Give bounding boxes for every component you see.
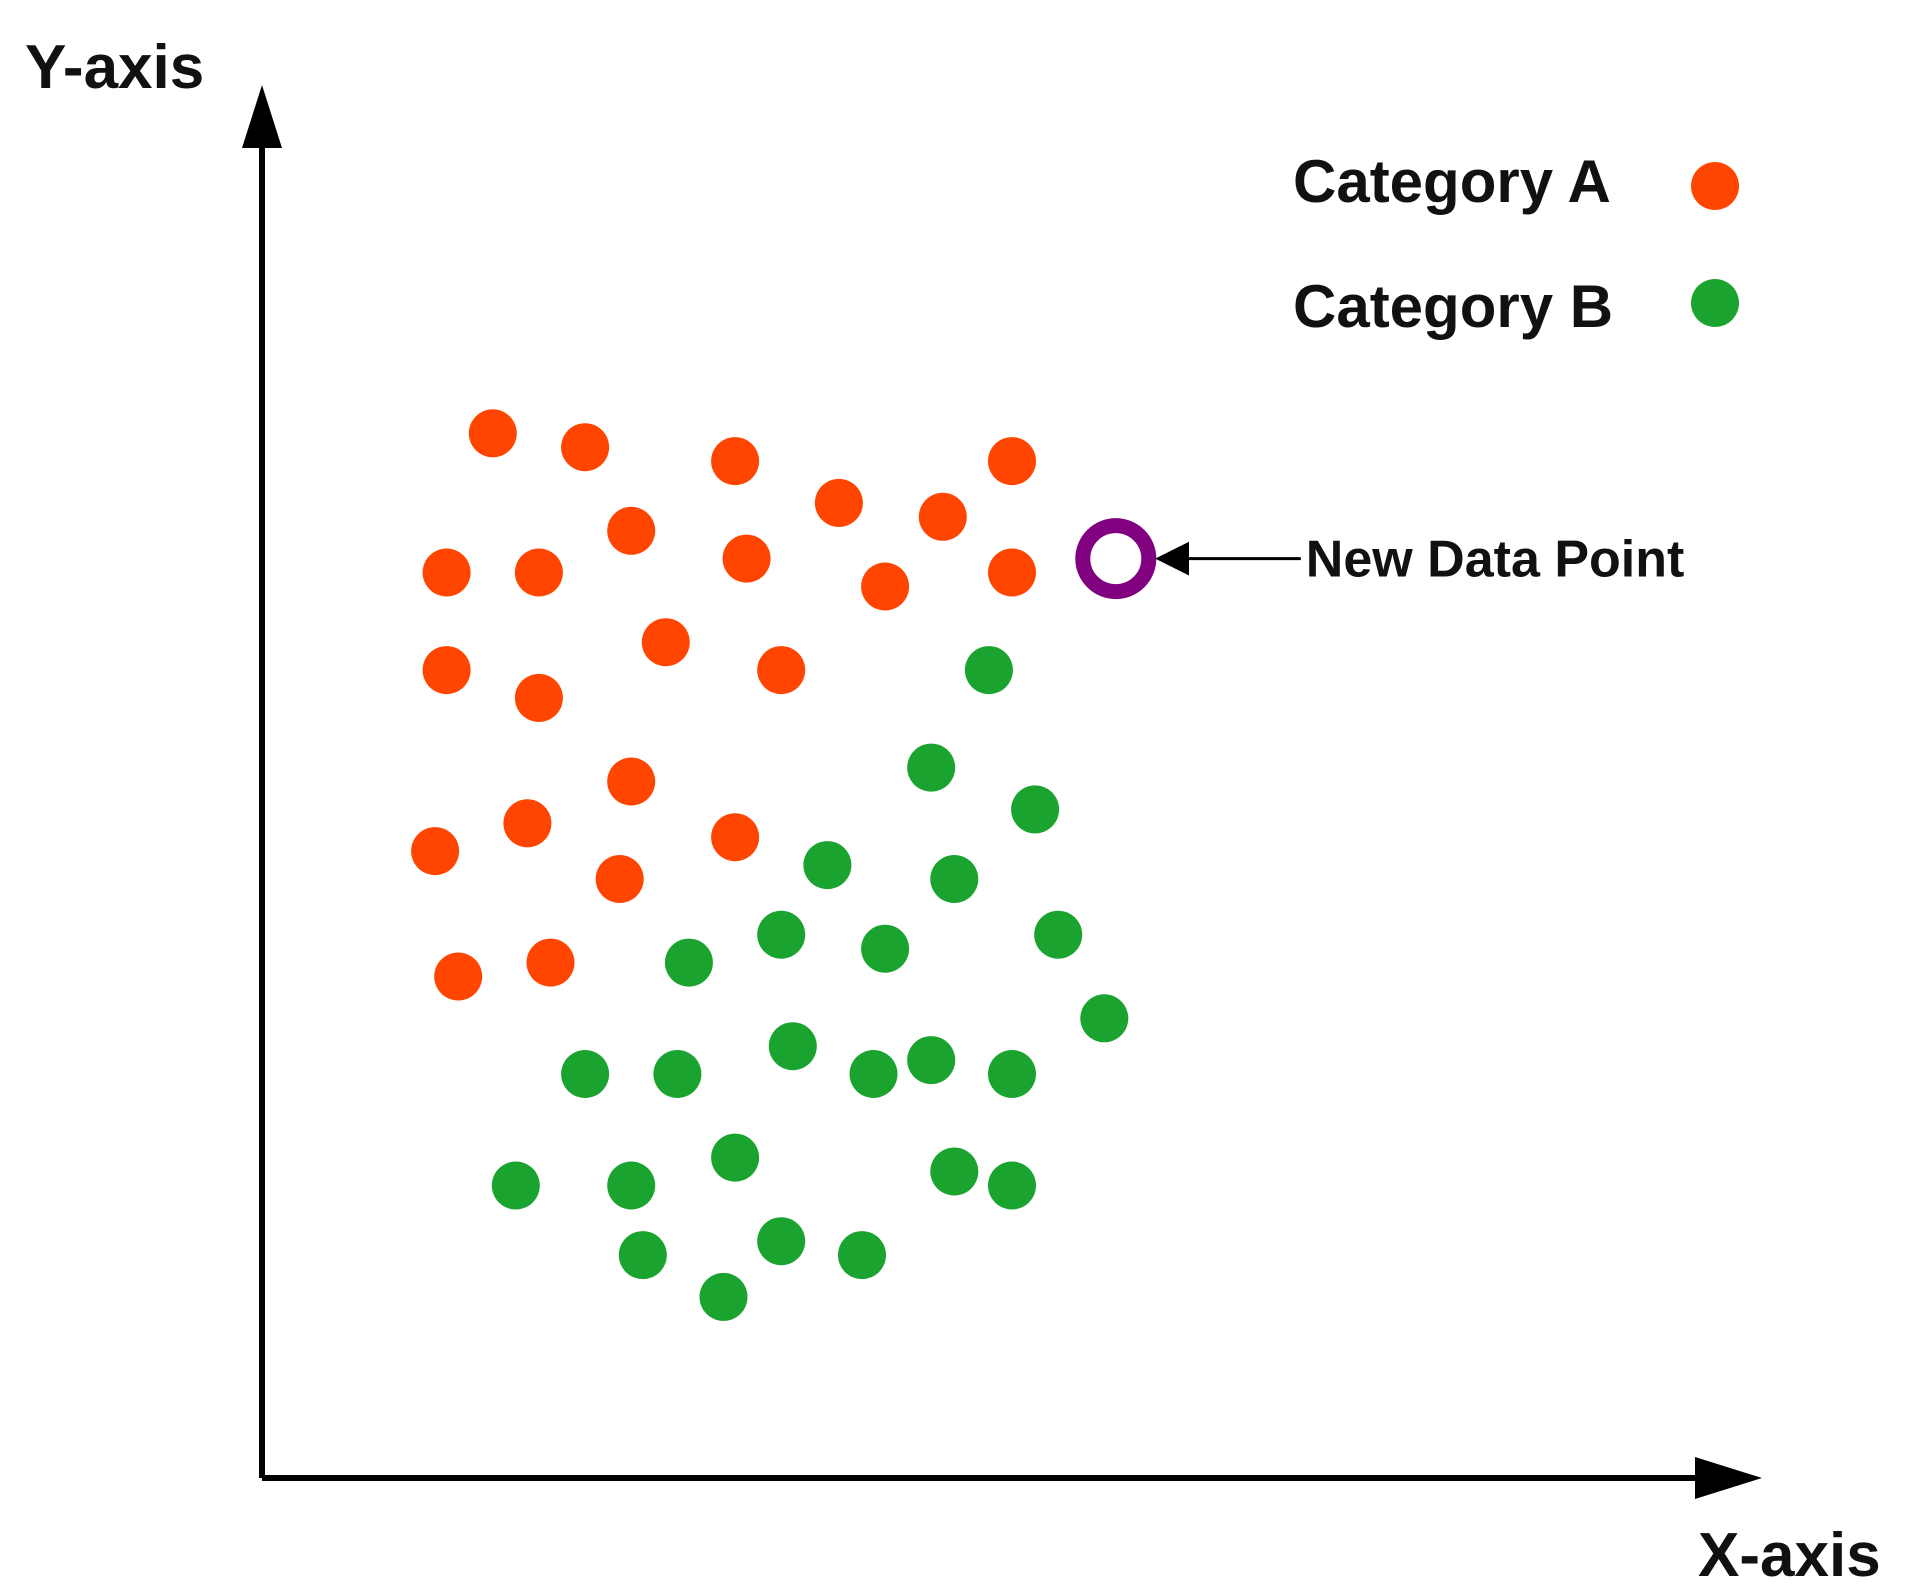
legend-label-category-a: Category A <box>1293 148 1611 215</box>
point-category-a-4 <box>918 492 967 541</box>
point-category-a-21 <box>434 952 483 1001</box>
data-points <box>411 409 1129 1321</box>
point-category-b-10 <box>768 1022 817 1071</box>
point-category-a-6 <box>607 506 656 555</box>
point-category-a-18 <box>411 827 460 876</box>
y-axis-label: Y-axis <box>25 33 204 102</box>
point-category-b-0 <box>964 646 1013 695</box>
point-category-a-15 <box>514 673 563 722</box>
point-category-b-16 <box>711 1133 760 1182</box>
point-category-b-4 <box>930 855 979 903</box>
point-category-b-6 <box>664 938 713 987</box>
point-category-b-22 <box>838 1231 886 1280</box>
point-category-b-7 <box>757 910 806 959</box>
point-category-a-11 <box>988 548 1036 597</box>
point-category-a-7 <box>722 534 771 583</box>
legend-label-category-b: Category B <box>1293 273 1613 340</box>
point-category-b-8 <box>861 924 910 973</box>
point-category-a-12 <box>641 618 690 667</box>
point-category-a-14 <box>422 646 471 695</box>
point-category-a-17 <box>711 813 760 862</box>
point-category-a-10 <box>861 562 910 611</box>
point-category-a-20 <box>595 855 644 903</box>
point-category-a-13 <box>757 646 806 695</box>
point-category-b-17 <box>930 1147 979 1196</box>
point-category-b-11 <box>907 1036 956 1085</box>
legend-marker-category-b <box>1691 279 1739 327</box>
point-category-b-18 <box>988 1161 1036 1210</box>
point-category-b-3 <box>803 841 852 890</box>
point-category-a-3 <box>814 478 863 527</box>
point-category-b-2 <box>1011 785 1060 834</box>
point-category-b-15 <box>988 1050 1036 1098</box>
legend-marker-category-a <box>1691 162 1739 210</box>
point-category-b-24 <box>699 1272 748 1321</box>
point-category-a-8 <box>422 548 471 597</box>
point-category-b-13 <box>653 1050 702 1098</box>
point-category-b-23 <box>618 1231 667 1280</box>
point-category-b-1 <box>907 743 956 792</box>
point-category-a-19 <box>503 799 552 848</box>
x-axis-label: X-axis <box>1698 1521 1881 1590</box>
point-category-a-1 <box>561 423 610 472</box>
point-category-a-9 <box>514 548 563 597</box>
point-category-a-5 <box>988 437 1036 486</box>
legend: Category A Category B <box>1293 148 1739 340</box>
new-data-point-marker <box>1075 518 1157 600</box>
point-category-a-0 <box>468 409 517 458</box>
point-category-b-14 <box>849 1050 898 1098</box>
y-axis-arrowhead <box>242 85 282 148</box>
point-category-a-2 <box>711 437 760 486</box>
point-category-b-5 <box>1034 910 1083 959</box>
point-category-b-19 <box>491 1161 540 1210</box>
point-category-b-21 <box>757 1217 806 1266</box>
point-category-b-12 <box>561 1050 610 1098</box>
point-category-a-16 <box>607 757 656 806</box>
x-axis-arrowhead <box>1695 1457 1762 1499</box>
point-category-b-9 <box>1080 994 1129 1043</box>
point-category-b-20 <box>607 1161 656 1210</box>
new-data-point-annotation: New Data Point <box>1075 518 1685 600</box>
new-data-point-label: New Data Point <box>1306 531 1685 589</box>
point-category-a-22 <box>526 938 575 987</box>
